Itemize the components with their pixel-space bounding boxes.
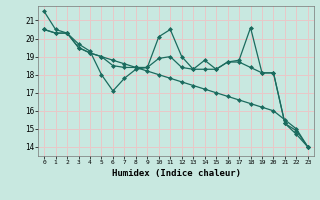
X-axis label: Humidex (Indice chaleur): Humidex (Indice chaleur) (111, 169, 241, 178)
